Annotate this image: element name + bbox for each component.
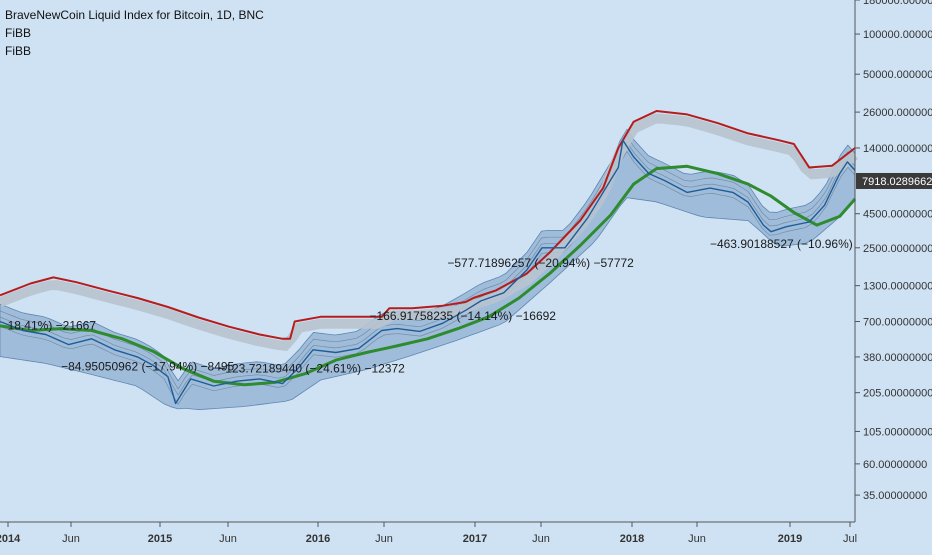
- annotation-6: −463.90188527 (−10.96%): [710, 237, 853, 251]
- y-tick-label-11: 205.00000000: [863, 388, 932, 400]
- annotation-2: −84.95050962 (−17.94%) −8495: [61, 360, 234, 374]
- annotation-5: −577.71896257 (−20.94%) −57772: [447, 256, 634, 270]
- y-tick-label-5: 14000.00000000: [863, 143, 932, 155]
- x-tick-label-3: 2015: [148, 533, 172, 545]
- x-tick-label-7: 2017: [463, 533, 487, 545]
- x-tick-label-8: Jun: [532, 533, 550, 545]
- indicator-label-2: FiBB: [5, 44, 32, 58]
- x-tick-label-9: 2018: [620, 533, 644, 545]
- y-tick-label-13: 60.00000000: [863, 459, 927, 471]
- x-tick-label-5: 2016: [306, 533, 330, 545]
- annotation-1: 18.41%) −21667: [8, 319, 97, 333]
- y-tick-label-2: 100000.00000000: [863, 29, 932, 41]
- x-tick-label-4: Jun: [219, 533, 237, 545]
- x-tick-label-10: Jun: [688, 533, 706, 545]
- y-tick-label-1: 180000.00000000: [863, 0, 932, 7]
- y-tick-label-7: 2500.00000000: [863, 243, 932, 255]
- series-line-price: [0, 139, 856, 405]
- x-tick-label-1: 2014: [0, 533, 21, 545]
- x-tick-label-11: 2019: [778, 533, 802, 545]
- upper-band-shadow: [0, 113, 859, 352]
- y-tick-label-4: 26000.00000000: [863, 107, 932, 119]
- y-tick-label-12: 105.00000000: [863, 426, 932, 438]
- y-tick-label-6: 4500.00000000: [863, 209, 932, 221]
- indicator-label-1: FiBB: [5, 26, 32, 40]
- x-tick-label-6: Jun: [375, 533, 393, 545]
- series-line-moving-average: [0, 164, 857, 387]
- chart-legend: BraveNewCoin Liquid Index for Bitcoin, 1…: [5, 6, 264, 60]
- x-tick-label-2: Jun: [62, 533, 80, 545]
- annotation-4: −166.91758235 (−14.14%) −16692: [369, 309, 556, 323]
- x-tick-label-12: Jul: [843, 533, 857, 545]
- y-tick-label-3: 50000.00000000: [863, 69, 932, 81]
- series-line-upper-band: [0, 110, 856, 340]
- last-price-badge: [856, 172, 932, 189]
- y-tick-label-8: 1300.00000000: [863, 281, 932, 293]
- fib-inner-line-2: [0, 141, 856, 396]
- annotation-3: −123.72189440 (−24.61%) −12372: [218, 362, 405, 376]
- plot-area: 18.41%) −21667 −84.95050962 (−17.94%) −84…: [0, 110, 859, 410]
- y-tick-label-9: 700.00000000: [863, 317, 932, 329]
- last-price-label: 7918.02896625: [862, 176, 932, 188]
- chart-title: BraveNewCoin Liquid Index for Bitcoin, 1…: [5, 8, 264, 22]
- y-tick-label-10: 380.00000000: [863, 352, 932, 364]
- y-tick-label-14: 35.00000000: [863, 490, 927, 502]
- fib-inner-line-1: [0, 150, 856, 405]
